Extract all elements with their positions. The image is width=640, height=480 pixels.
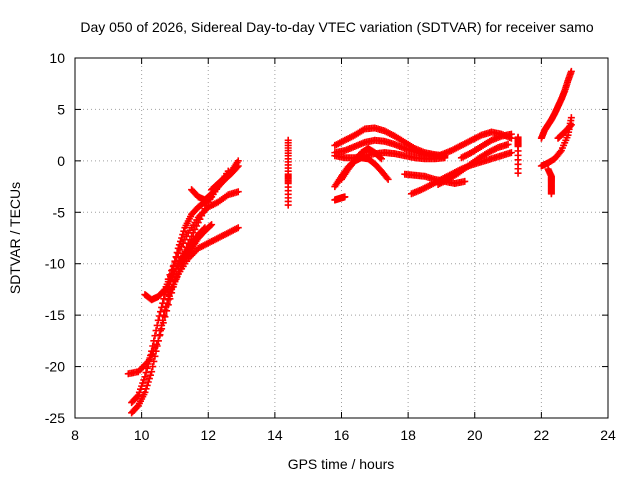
data-point (284, 201, 292, 209)
data-point (183, 243, 191, 251)
series-arc-d (164, 224, 242, 299)
data-point (566, 122, 574, 130)
series-arc-v (537, 67, 575, 142)
data-point (166, 271, 174, 279)
data-point (514, 169, 522, 177)
data-point (155, 312, 163, 320)
data-point (160, 287, 168, 295)
data-point (556, 148, 564, 156)
series-arc-o (338, 145, 385, 183)
x-tick-label: 8 (71, 427, 79, 443)
data-point (157, 308, 165, 316)
data-point (159, 319, 167, 327)
data-point (504, 140, 512, 148)
data-point (160, 295, 168, 303)
data-point (567, 114, 575, 122)
data-point (384, 175, 392, 183)
data-point (178, 256, 186, 264)
data-points (124, 67, 575, 417)
series-arc-u (514, 133, 522, 177)
x-tick-label: 10 (134, 427, 150, 443)
data-point (171, 258, 179, 266)
x-axis-ticks: 8 10 12 14 16 18 20 22 24 (71, 58, 616, 443)
data-point (145, 375, 153, 383)
y-axis-label: SDTVAR / TECUs (7, 182, 23, 294)
series-arc-y (554, 121, 575, 142)
data-point (144, 378, 152, 386)
data-point (173, 254, 181, 262)
y-tick-label: -10 (45, 256, 65, 272)
data-point (148, 368, 156, 376)
y-axis-ticks: -25 -20 -15 -10 -5 0 5 10 (45, 50, 608, 426)
data-point (383, 174, 391, 182)
y-tick-label: 5 (57, 101, 65, 117)
data-point (141, 388, 149, 396)
series-arc-t (457, 130, 515, 162)
data-point (142, 369, 150, 377)
series-arc-r (434, 140, 512, 189)
data-point (208, 221, 216, 229)
data-point (156, 331, 164, 339)
x-tick-label: 14 (267, 427, 283, 443)
data-point (179, 231, 187, 239)
x-tick-label: 20 (467, 427, 483, 443)
series-arc-x (544, 165, 555, 198)
data-point (169, 262, 177, 270)
data-point (149, 363, 157, 371)
series-arc-j (331, 193, 349, 204)
data-point (164, 275, 172, 283)
data-point (168, 267, 176, 275)
series-arc-h (208, 157, 242, 194)
data-point (376, 154, 384, 162)
data-point (234, 188, 242, 196)
chart-title: Day 050 of 2026, Sidereal Day-to-day VTE… (80, 19, 593, 35)
y-tick-label: -25 (45, 410, 65, 426)
data-point (147, 371, 155, 379)
data-point (341, 193, 349, 201)
y-tick-label: 10 (49, 50, 65, 66)
data-point (143, 381, 151, 389)
x-tick-label: 16 (334, 427, 350, 443)
data-point (161, 313, 169, 321)
series-arc-k (331, 124, 449, 160)
data-point (154, 337, 162, 345)
data-point (166, 295, 174, 303)
data-point (142, 385, 150, 393)
data-point (179, 252, 187, 260)
data-point (547, 190, 555, 198)
data-point (158, 325, 166, 333)
data-point (206, 222, 214, 230)
data-point (461, 177, 469, 185)
x-tick-label: 18 (400, 427, 416, 443)
y-tick-label: -15 (45, 307, 65, 323)
data-point (181, 248, 189, 256)
series-arc-i (284, 136, 292, 209)
data-point (507, 149, 515, 157)
data-point (163, 307, 171, 315)
data-point (377, 155, 385, 163)
y-tick-label: -20 (45, 359, 65, 375)
y-tick-label: 0 (57, 153, 65, 169)
x-axis-label: GPS time / hours (288, 456, 395, 472)
data-point (180, 227, 188, 235)
data-point (567, 67, 575, 75)
data-point (567, 121, 575, 129)
data-point (234, 224, 242, 232)
x-tick-label: 24 (600, 427, 616, 443)
data-point (141, 373, 149, 381)
x-tick-label: 22 (534, 427, 550, 443)
data-point (507, 130, 515, 138)
data-point (164, 301, 172, 309)
series-arc-f (164, 188, 242, 283)
grid-lines (75, 58, 608, 418)
y-tick-label: -5 (53, 204, 66, 220)
x-tick-label: 12 (200, 427, 216, 443)
data-point (234, 157, 242, 165)
